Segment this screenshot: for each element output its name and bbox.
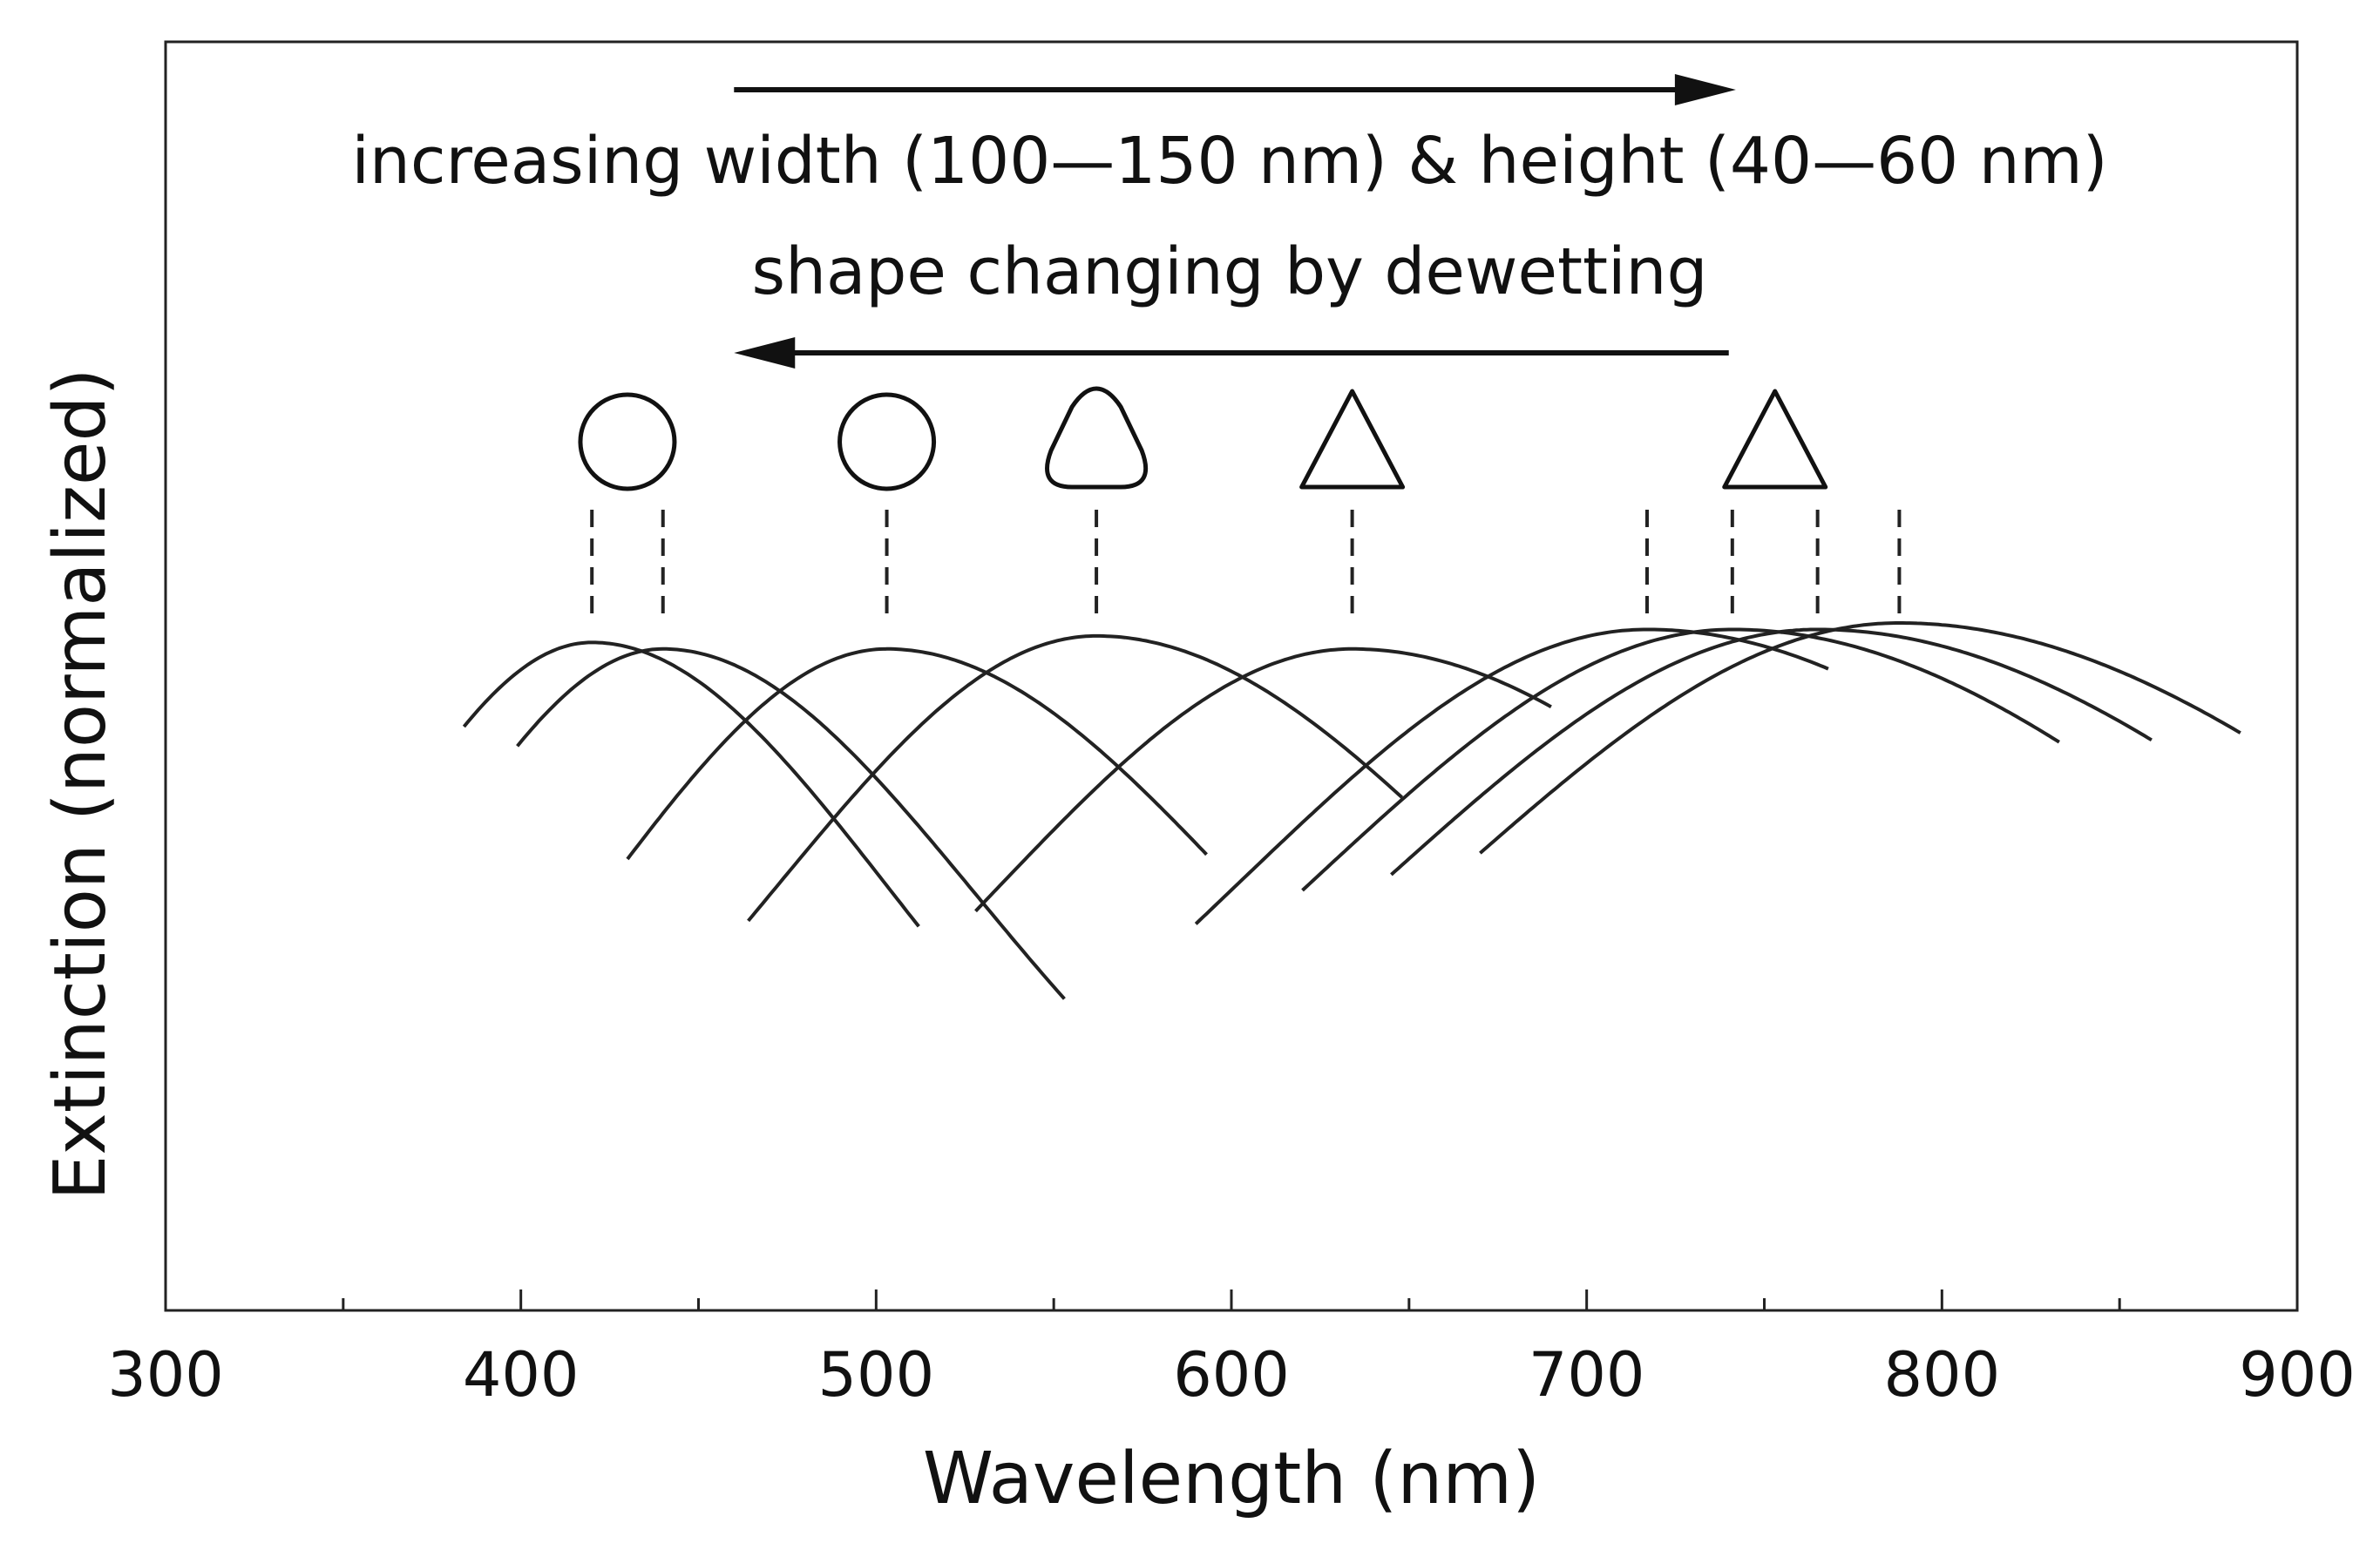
x-tick-label: 700 bbox=[1529, 1339, 1645, 1411]
x-tick-label: 300 bbox=[107, 1339, 224, 1411]
annotation-shape-text: shape changing by dewetting bbox=[752, 234, 1708, 309]
x-tick-label: 900 bbox=[2239, 1339, 2356, 1411]
x-axis-ticks bbox=[164, 1289, 2299, 1310]
x-axis-title: Wavelength (nm) bbox=[923, 1438, 1540, 1520]
x-axis-tick-labels: 300 400 500 600 700 800 900 bbox=[107, 1339, 2356, 1411]
x-tick-label: 600 bbox=[1173, 1339, 1290, 1411]
spectrum-curve bbox=[1194, 627, 1829, 925]
spectrum-curve bbox=[974, 646, 1552, 913]
spectrum-curve bbox=[1390, 627, 2153, 877]
y-axis-title: Extinction (normalized) bbox=[39, 368, 122, 1200]
spectrum-curve bbox=[1301, 627, 2060, 892]
spectrum-curve bbox=[1479, 621, 2241, 855]
plot-frame bbox=[164, 40, 2299, 1312]
triangle-shape-icon bbox=[1722, 389, 1828, 490]
x-tick-label: 500 bbox=[818, 1339, 935, 1411]
shape-icons bbox=[578, 386, 1828, 491]
annotation-arrows bbox=[734, 74, 1736, 369]
dewetting-arrow-head bbox=[734, 337, 796, 369]
peak-markers bbox=[590, 510, 1902, 623]
annotation-size-text: increasing width (100—150 nm) & height (… bbox=[351, 124, 2107, 199]
spectrum-curve bbox=[462, 640, 920, 928]
triangle-shape-icon bbox=[1299, 389, 1406, 490]
increase-arrow-head bbox=[1674, 74, 1736, 105]
x-tick-label: 400 bbox=[463, 1339, 580, 1411]
circle-shape-icon bbox=[578, 392, 677, 491]
rounded-triangle-shape-icon bbox=[1045, 386, 1149, 490]
spectra-curves bbox=[462, 621, 2241, 1000]
spectrum-curve bbox=[626, 646, 1208, 861]
x-tick-label: 800 bbox=[1884, 1339, 2001, 1411]
spectrum-curve bbox=[516, 646, 1066, 1000]
circle-shape-icon bbox=[837, 392, 937, 491]
spectrum-curve bbox=[747, 633, 1404, 923]
